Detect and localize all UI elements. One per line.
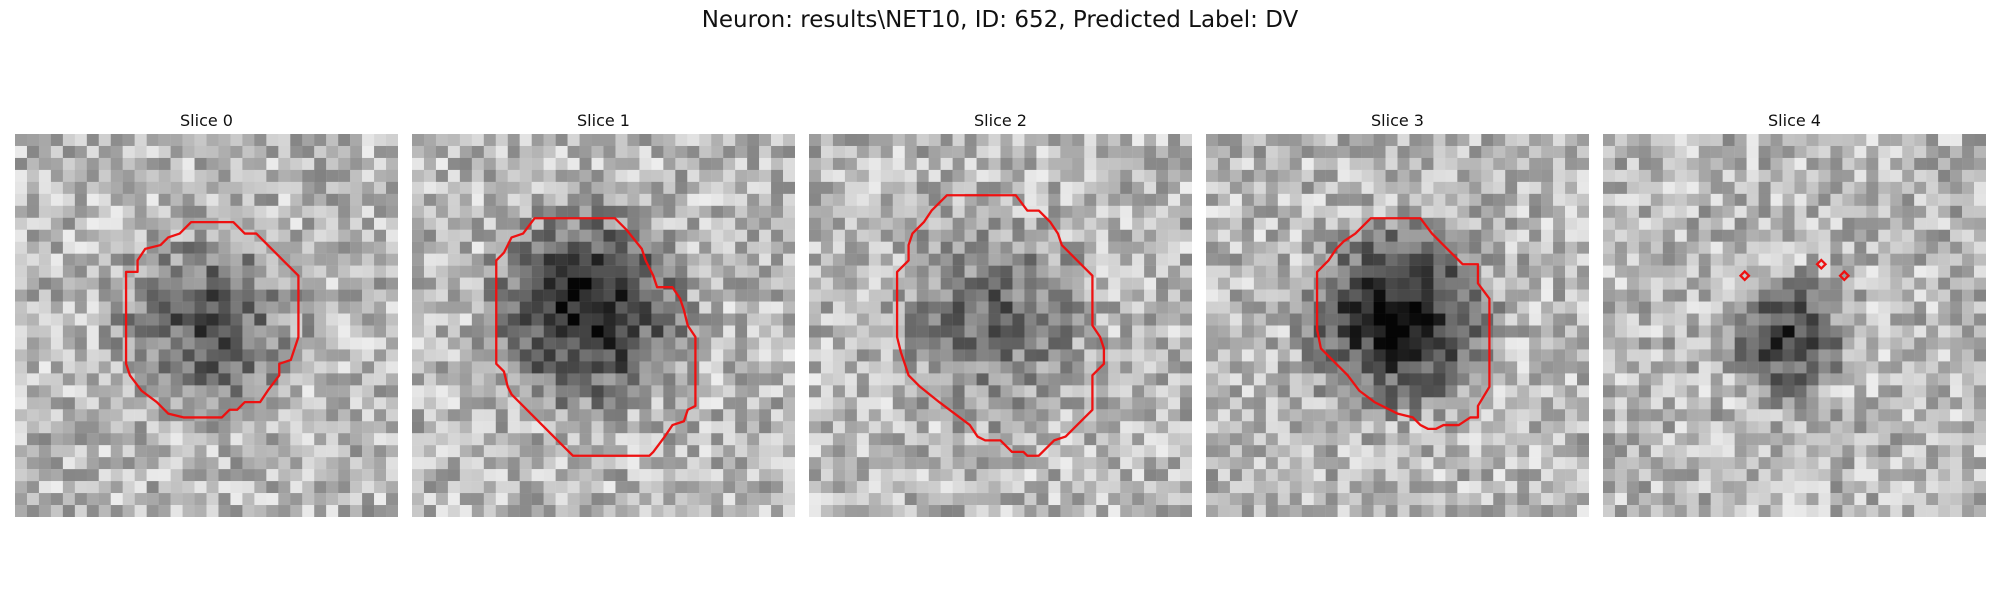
slice-pixels bbox=[1206, 134, 1589, 517]
slice-image-0 bbox=[15, 134, 398, 517]
slice-panel-4: Slice 4 bbox=[1603, 108, 1986, 517]
contour-marker bbox=[1838, 269, 1851, 282]
segmentation-contour bbox=[124, 220, 300, 419]
slice-panel-3: Slice 3 bbox=[1206, 108, 1589, 517]
slice-image-2 bbox=[809, 134, 1192, 517]
slice-title-1: Slice 1 bbox=[577, 111, 630, 130]
slice-panel-2: Slice 2 bbox=[809, 108, 1192, 517]
slice-title-0: Slice 0 bbox=[180, 111, 233, 130]
slice-image-1 bbox=[412, 134, 795, 517]
slice-pixels bbox=[412, 134, 795, 517]
slice-pixels bbox=[15, 134, 398, 517]
slice-pixels bbox=[809, 134, 1192, 517]
slice-title-3: Slice 3 bbox=[1371, 111, 1424, 130]
contour-marker bbox=[1815, 258, 1828, 271]
segmentation-contour bbox=[495, 217, 697, 457]
slice-image-3 bbox=[1206, 134, 1589, 517]
slice-image-4 bbox=[1603, 134, 1986, 517]
slice-pixels bbox=[1603, 134, 1986, 517]
segmentation-contour bbox=[895, 194, 1106, 457]
slice-title-2: Slice 2 bbox=[974, 111, 1027, 130]
figure-title: Neuron: results\NET10, ID: 652, Predicte… bbox=[701, 7, 1299, 33]
segmentation-contour bbox=[1315, 217, 1491, 431]
slice-panel-1: Slice 1 bbox=[412, 108, 795, 517]
slice-panel-0: Slice 0 bbox=[15, 108, 398, 517]
contour-marker bbox=[1738, 269, 1751, 282]
slice-title-4: Slice 4 bbox=[1768, 111, 1821, 130]
